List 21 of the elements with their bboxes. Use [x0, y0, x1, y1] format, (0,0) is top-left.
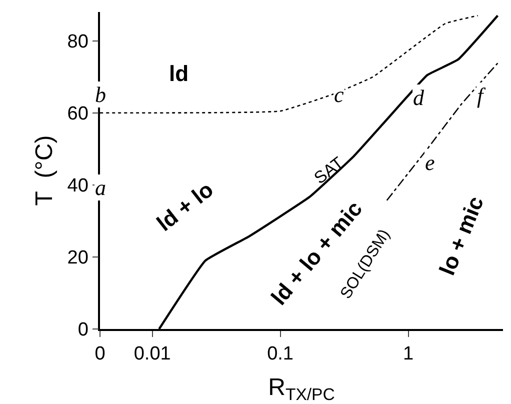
y-tick-label: 80 — [67, 31, 88, 52]
annotation: a — [95, 175, 106, 200]
annotation: f — [477, 83, 486, 108]
x-tick-label: 1 — [402, 344, 414, 365]
y-tick-label: 0 — [78, 320, 88, 341]
annotation: ld — [169, 61, 189, 86]
annotation: c — [334, 82, 344, 107]
y-tick-label: 40 — [67, 176, 88, 197]
annotation: e — [425, 150, 435, 175]
y-tick-label: 60 — [67, 104, 88, 125]
x-tick-label: 0.1 — [267, 344, 294, 365]
annotation: ld + lo — [152, 176, 218, 236]
x-tick-label: 0.01 — [134, 344, 171, 365]
y-axis-title: T (°C) — [30, 135, 58, 206]
y-tick-label: 20 — [67, 248, 88, 269]
annotation: b — [95, 82, 106, 107]
x-axis-title: R$_{TX/PC}$ — [268, 374, 335, 404]
x-tick-label: 0 — [94, 344, 106, 365]
annotation: SAT — [310, 153, 348, 188]
annotation: d — [413, 85, 425, 110]
annotation: lo + mic — [434, 192, 488, 279]
